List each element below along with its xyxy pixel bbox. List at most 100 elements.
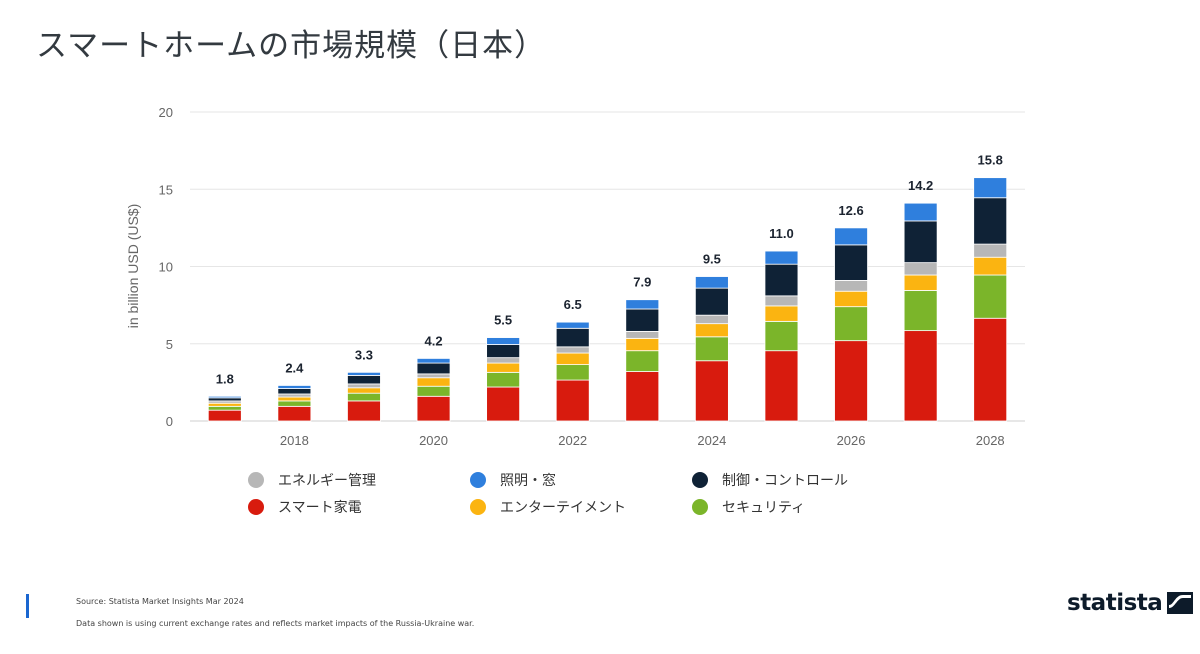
bar-segment [973,177,1008,199]
bar-segment [625,330,660,339]
x-tick-label: 2024 [697,433,726,448]
legend-dot [692,472,708,488]
y-tick-label: 0 [166,414,173,429]
bars [207,177,1008,422]
bar-segment [903,330,938,422]
bar-segment [625,308,660,332]
bar-total-label: 6.5 [564,297,582,312]
bar-segment [555,321,590,329]
legend-label: エネルギー管理 [278,473,376,489]
note-text: Data shown is using current exchange rat… [76,619,475,628]
legend-item-security[interactable]: セキュリティ [692,497,805,517]
bar-segment [486,344,521,359]
bar-segment [347,400,381,422]
legend-dot [248,472,264,488]
statista-logo[interactable]: statista [1067,590,1194,616]
bar-segment [277,388,312,395]
bar-total-label: 9.5 [703,252,721,267]
x-tick-label: 2022 [558,433,587,448]
bar-total-label: 3.3 [355,347,373,362]
bar-segment [625,350,660,372]
y-tick-label: 20 [159,105,173,120]
bar-segment [416,385,451,397]
bar-total-label: 5.5 [494,313,512,328]
bar-segment [973,256,1008,276]
bar-segment [764,320,799,352]
bar-segment [347,371,381,376]
bar-segment [555,327,590,348]
x-tick-label: 2026 [837,433,866,448]
bar-total-label: 11.0 [769,226,794,241]
bar-segment [486,386,521,422]
bar-segment [764,263,799,297]
legend-dot [470,499,486,515]
y-tick-label: 15 [159,182,173,197]
bar-segment [555,346,590,354]
bar-total-label: 2.4 [285,360,304,375]
x-tick-label: 2018 [280,433,309,448]
bar-total-label: 7.9 [633,275,651,290]
bar-segment [973,317,1008,422]
bar-segment [416,377,451,387]
bar-segment [834,340,868,422]
bar-segment [416,395,451,422]
bar-segment [694,287,729,316]
bar-segment [347,392,381,402]
bar-segment [764,350,799,422]
bar-segment [973,197,1008,245]
bar-segment [694,276,729,289]
legend-dot [248,499,264,515]
bar-segment [277,393,312,398]
bar-segment [207,402,242,407]
legend-item-entertainment[interactable]: エンターテイメント [470,497,626,517]
bar-segment [486,371,521,388]
bar-total-label: 1.8 [216,371,234,386]
bar-total-label: 14.2 [908,178,933,193]
bar-segment [347,383,381,389]
bar-segment [555,364,590,381]
bar-segment [834,244,868,281]
y-tick-label: 10 [159,260,173,275]
bar-segment [486,357,521,364]
legend-dot [470,472,486,488]
bar-segment [207,397,242,402]
x-tick-label: 2028 [976,433,1005,448]
bar-total-label: 15.8 [978,153,1003,168]
bar-segment [834,280,868,292]
bar-segment [834,290,868,308]
y-axis-label: in billion USD (US$) [125,204,141,328]
bar-segment [903,220,938,264]
bar-segment [973,243,1008,258]
legend-item-control[interactable]: 制御・コントロール [692,470,848,490]
bar-segment [625,371,660,422]
bar-segment [903,202,938,222]
bar-total-label: 4.2 [425,333,443,348]
bar-segment [277,405,312,422]
footer-accent-bar [26,594,29,618]
bar-segment [694,360,729,422]
x-tick-label: 2020 [419,433,448,448]
x-axis: 2018 2020 2022 2024 2026 2028 [280,433,1005,448]
bar-segment [347,375,381,385]
bar-segment [625,337,660,352]
bar-segment [277,396,312,402]
statista-logo-icon [1167,592,1194,614]
legend-item-appliances[interactable]: スマート家電 [248,497,362,517]
bar-segment [903,262,938,276]
bar-segment [625,299,660,310]
bar-segment [486,337,521,345]
legend-label: エンターテイメント [500,500,626,516]
legend-item-energy[interactable]: エネルギー管理 [248,470,376,490]
legend-item-lighting[interactable]: 照明・窓 [470,470,556,490]
logo-wordmark: statista [1067,590,1163,616]
bar-segment [903,274,938,291]
bar-segment [207,395,242,399]
total-labels: 1.8 2.4 3.3 4.2 5.5 6.5 7.9 9.5 11.0 12.6 14.2 15.8 [216,153,1003,387]
y-tick-label: 5 [166,337,173,352]
bar-segment [347,387,381,394]
bar-total-label: 12.6 [838,203,863,218]
source-text: Source: Statista Market Insights Mar 202… [76,597,244,606]
legend-label: セキュリティ [722,500,806,516]
legend-label: 制御・コントロール [722,473,848,489]
